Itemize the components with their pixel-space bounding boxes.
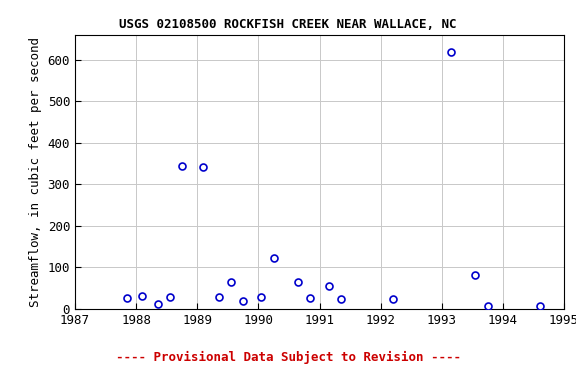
Point <box>294 279 303 285</box>
Point <box>388 296 397 302</box>
Point <box>446 48 456 55</box>
Point <box>483 303 492 309</box>
Point <box>535 303 544 309</box>
Point <box>122 295 131 301</box>
Point <box>177 163 187 169</box>
Point <box>199 164 208 170</box>
Point <box>471 272 480 278</box>
Point <box>257 293 266 300</box>
Point <box>336 296 346 302</box>
Point <box>269 255 278 262</box>
Point <box>153 301 162 307</box>
Point <box>165 293 175 300</box>
Point <box>138 293 147 299</box>
Point <box>324 283 334 289</box>
Y-axis label: Streamflow, in cubic feet per second: Streamflow, in cubic feet per second <box>29 37 42 307</box>
Point <box>214 293 223 300</box>
Text: ---- Provisional Data Subject to Revision ----: ---- Provisional Data Subject to Revisio… <box>116 351 460 364</box>
Point <box>238 298 248 304</box>
Point <box>226 279 236 285</box>
Point <box>306 295 315 301</box>
Text: USGS 02108500 ROCKFISH CREEK NEAR WALLACE, NC: USGS 02108500 ROCKFISH CREEK NEAR WALLAC… <box>119 18 457 31</box>
